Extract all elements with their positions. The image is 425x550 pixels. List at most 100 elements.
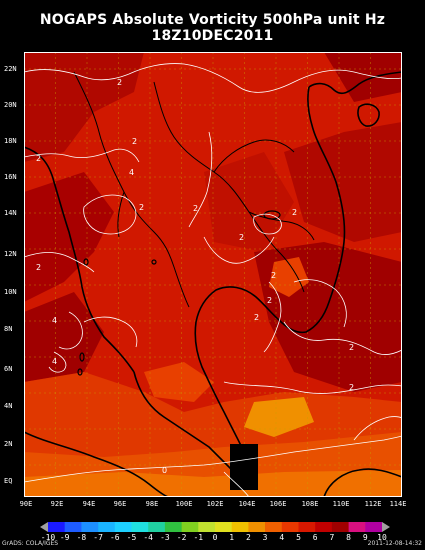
- lat-label: 16N: [4, 173, 17, 181]
- colorbar-value-label: 2: [245, 533, 251, 542]
- lat-label: 12N: [4, 250, 17, 258]
- lon-label: 90E: [19, 500, 33, 508]
- colorbar-value-label: 10: [377, 533, 387, 542]
- vorticity-region: [24, 52, 144, 162]
- colorbar-value-label: -7: [93, 533, 103, 542]
- vorticity-region: [24, 172, 114, 302]
- lon-label: 100E: [175, 500, 193, 508]
- lat-label: 8N: [4, 325, 13, 333]
- colorbar-value-label: 8: [346, 533, 352, 542]
- colorbar-value-label: 5: [296, 533, 301, 542]
- colorbar: [40, 522, 390, 532]
- colorbar-swatch: [248, 522, 266, 532]
- lakes-islands: [77, 210, 281, 376]
- lat-label: 22N: [4, 65, 17, 73]
- vorticity-map: 2 2 2 2 2 2 2 2 2 2 2 4 4 4 0 2 2: [24, 52, 402, 497]
- coastlines: [24, 71, 402, 497]
- lon-label: 96E: [113, 500, 127, 508]
- colorbar-swatch: [198, 522, 216, 532]
- contour-label: 4: [52, 316, 57, 325]
- contour-label: 4: [129, 168, 134, 177]
- colorbar-value-label: -10: [40, 533, 56, 542]
- colorbar-value-label: -6: [109, 533, 120, 542]
- vorticity-region: [324, 52, 402, 102]
- lat-label: EQ: [4, 477, 13, 485]
- missing-data-box: [230, 444, 258, 490]
- contour-label: 2: [132, 137, 137, 146]
- contour-label: 2: [117, 78, 122, 87]
- colorbar-value-label: 1: [229, 533, 235, 542]
- contour-label: 2: [271, 271, 276, 280]
- colorbar-value-label: 7: [329, 533, 335, 542]
- colorbar-swatch: [298, 522, 316, 532]
- colorbar-swatch: [331, 522, 349, 532]
- vorticity-region: [144, 362, 214, 402]
- vorticity-region: [244, 397, 314, 437]
- colorbar-value-label: -3: [160, 533, 170, 542]
- colorbar-swatch: [148, 522, 166, 532]
- vorticity-region: [204, 152, 294, 252]
- contour-label-group: 2 2 2 2 2 2 2 2 2 2 2 4 4 4 0 2 2: [36, 78, 354, 475]
- colorbar-swatch: [64, 522, 82, 532]
- lat-label: 2N: [4, 440, 13, 448]
- colorbar-swatch: [81, 522, 99, 532]
- lon-label: 106E: [269, 500, 287, 508]
- colorbar-value-label: -2: [176, 533, 187, 542]
- colorbar-swatch: [231, 522, 249, 532]
- lon-label: 114E: [389, 500, 407, 508]
- colorbar-swatch: [215, 522, 232, 532]
- map-frame: [24, 52, 402, 497]
- contour-label: 2: [139, 203, 144, 212]
- lat-lon-grid: [24, 52, 402, 497]
- render-timestamp: 2011-12-08-14:32: [367, 540, 422, 547]
- colorbar-value-label: -9: [59, 533, 70, 542]
- colorbar-value-label: 9: [362, 533, 368, 542]
- map-title: NOGAPS Absolute Vorticity 500hPa unit Hz: [39, 12, 386, 28]
- colorbar-swatch: [164, 522, 182, 532]
- contour-label: 4: [52, 357, 57, 366]
- colorbar-swatch: [181, 522, 199, 532]
- contour-lines: [24, 63, 402, 497]
- colorbar-swatch: [365, 522, 383, 532]
- contour-label: 2: [239, 233, 244, 242]
- colorbar-value-label: 4: [279, 533, 285, 542]
- lat-label: 4N: [4, 402, 13, 410]
- lat-label: 14N: [4, 209, 17, 217]
- contour-label: 2: [193, 204, 198, 213]
- colorbar-value-label: -1: [193, 533, 204, 542]
- colorbar-value-label: 3: [262, 533, 268, 542]
- lat-label: 18N: [4, 137, 17, 145]
- vorticity-region: [269, 257, 309, 297]
- colorbar-swatch: [48, 522, 65, 532]
- lon-label: 102E: [206, 500, 224, 508]
- contour-label: 0: [162, 466, 167, 475]
- map-datetime: 18Z10DEC2011: [151, 28, 274, 44]
- contour-label: 2: [267, 296, 272, 305]
- contour-label: 2: [254, 313, 259, 322]
- software-credit: GrADS: COLA/IGES: [2, 540, 59, 547]
- lon-label: 112E: [364, 500, 382, 508]
- colorbar-value-label: 6: [312, 533, 318, 542]
- lon-label: 92E: [50, 500, 64, 508]
- contour-label: 2: [349, 343, 354, 352]
- lat-label: 6N: [4, 365, 13, 373]
- lon-label: 108E: [301, 500, 319, 508]
- colorbar-value-label: -5: [126, 533, 137, 542]
- colorbar-swatch: [265, 522, 283, 532]
- colorbar-swatch: [315, 522, 333, 532]
- lon-label: 98E: [145, 500, 159, 508]
- lon-label: 110E: [332, 500, 350, 508]
- contour-label: 2: [36, 263, 41, 272]
- contour-label: 2: [349, 383, 354, 392]
- colorbar-value-label: 0: [212, 533, 218, 542]
- lat-label: 10N: [4, 288, 17, 296]
- lat-label: 20N: [4, 101, 17, 109]
- colorbar-value-label: -8: [76, 533, 87, 542]
- colorbar-swatch: [131, 522, 149, 532]
- colorbar-swatch: [348, 522, 366, 532]
- contour-label: 2: [36, 154, 41, 163]
- colorbar-value-label: -4: [143, 533, 154, 542]
- colorbar-swatch: [98, 522, 116, 532]
- colorbar-swatch: [114, 522, 132, 532]
- lon-label: 94E: [82, 500, 96, 508]
